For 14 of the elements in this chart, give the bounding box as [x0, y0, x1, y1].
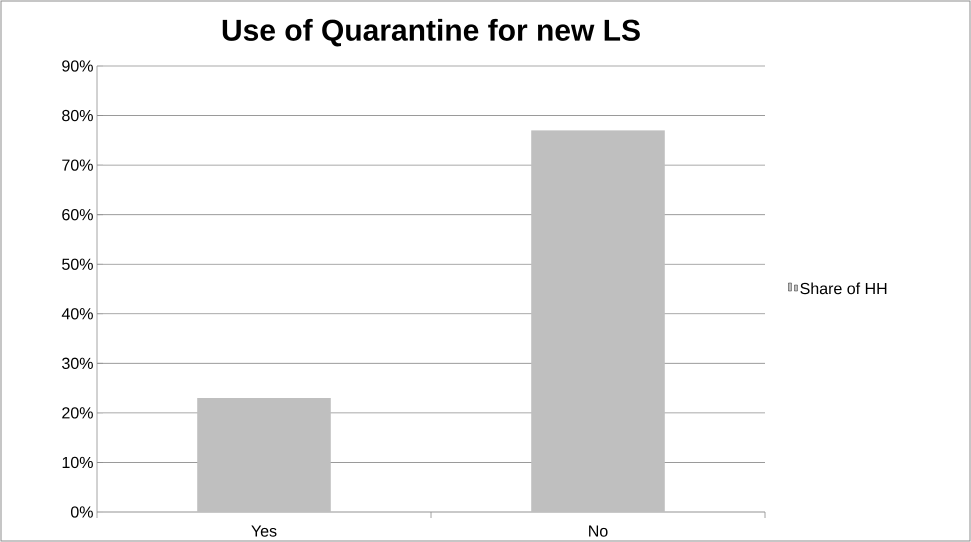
y-tick-label: 80%: [62, 110, 93, 122]
x-tick-label: Yes: [251, 526, 276, 537]
y-tick-label: 20%: [62, 407, 93, 419]
y-tick-label: 30%: [62, 358, 93, 369]
y-tick-label: 0%: [70, 506, 93, 518]
y-tick-label: 70%: [62, 159, 93, 171]
y-tick-label: 40%: [62, 308, 93, 320]
y-tick-label: 50%: [62, 258, 93, 270]
legend-label: Share of HH: [800, 282, 886, 294]
y-tick-label: 10%: [62, 456, 93, 468]
y-tick-label: 90%: [62, 60, 93, 72]
y-tick-label: 60%: [62, 209, 93, 220]
chart-title: Use of Quarantine for new LS: [222, 18, 640, 46]
x-tick-label: No: [589, 526, 608, 537]
